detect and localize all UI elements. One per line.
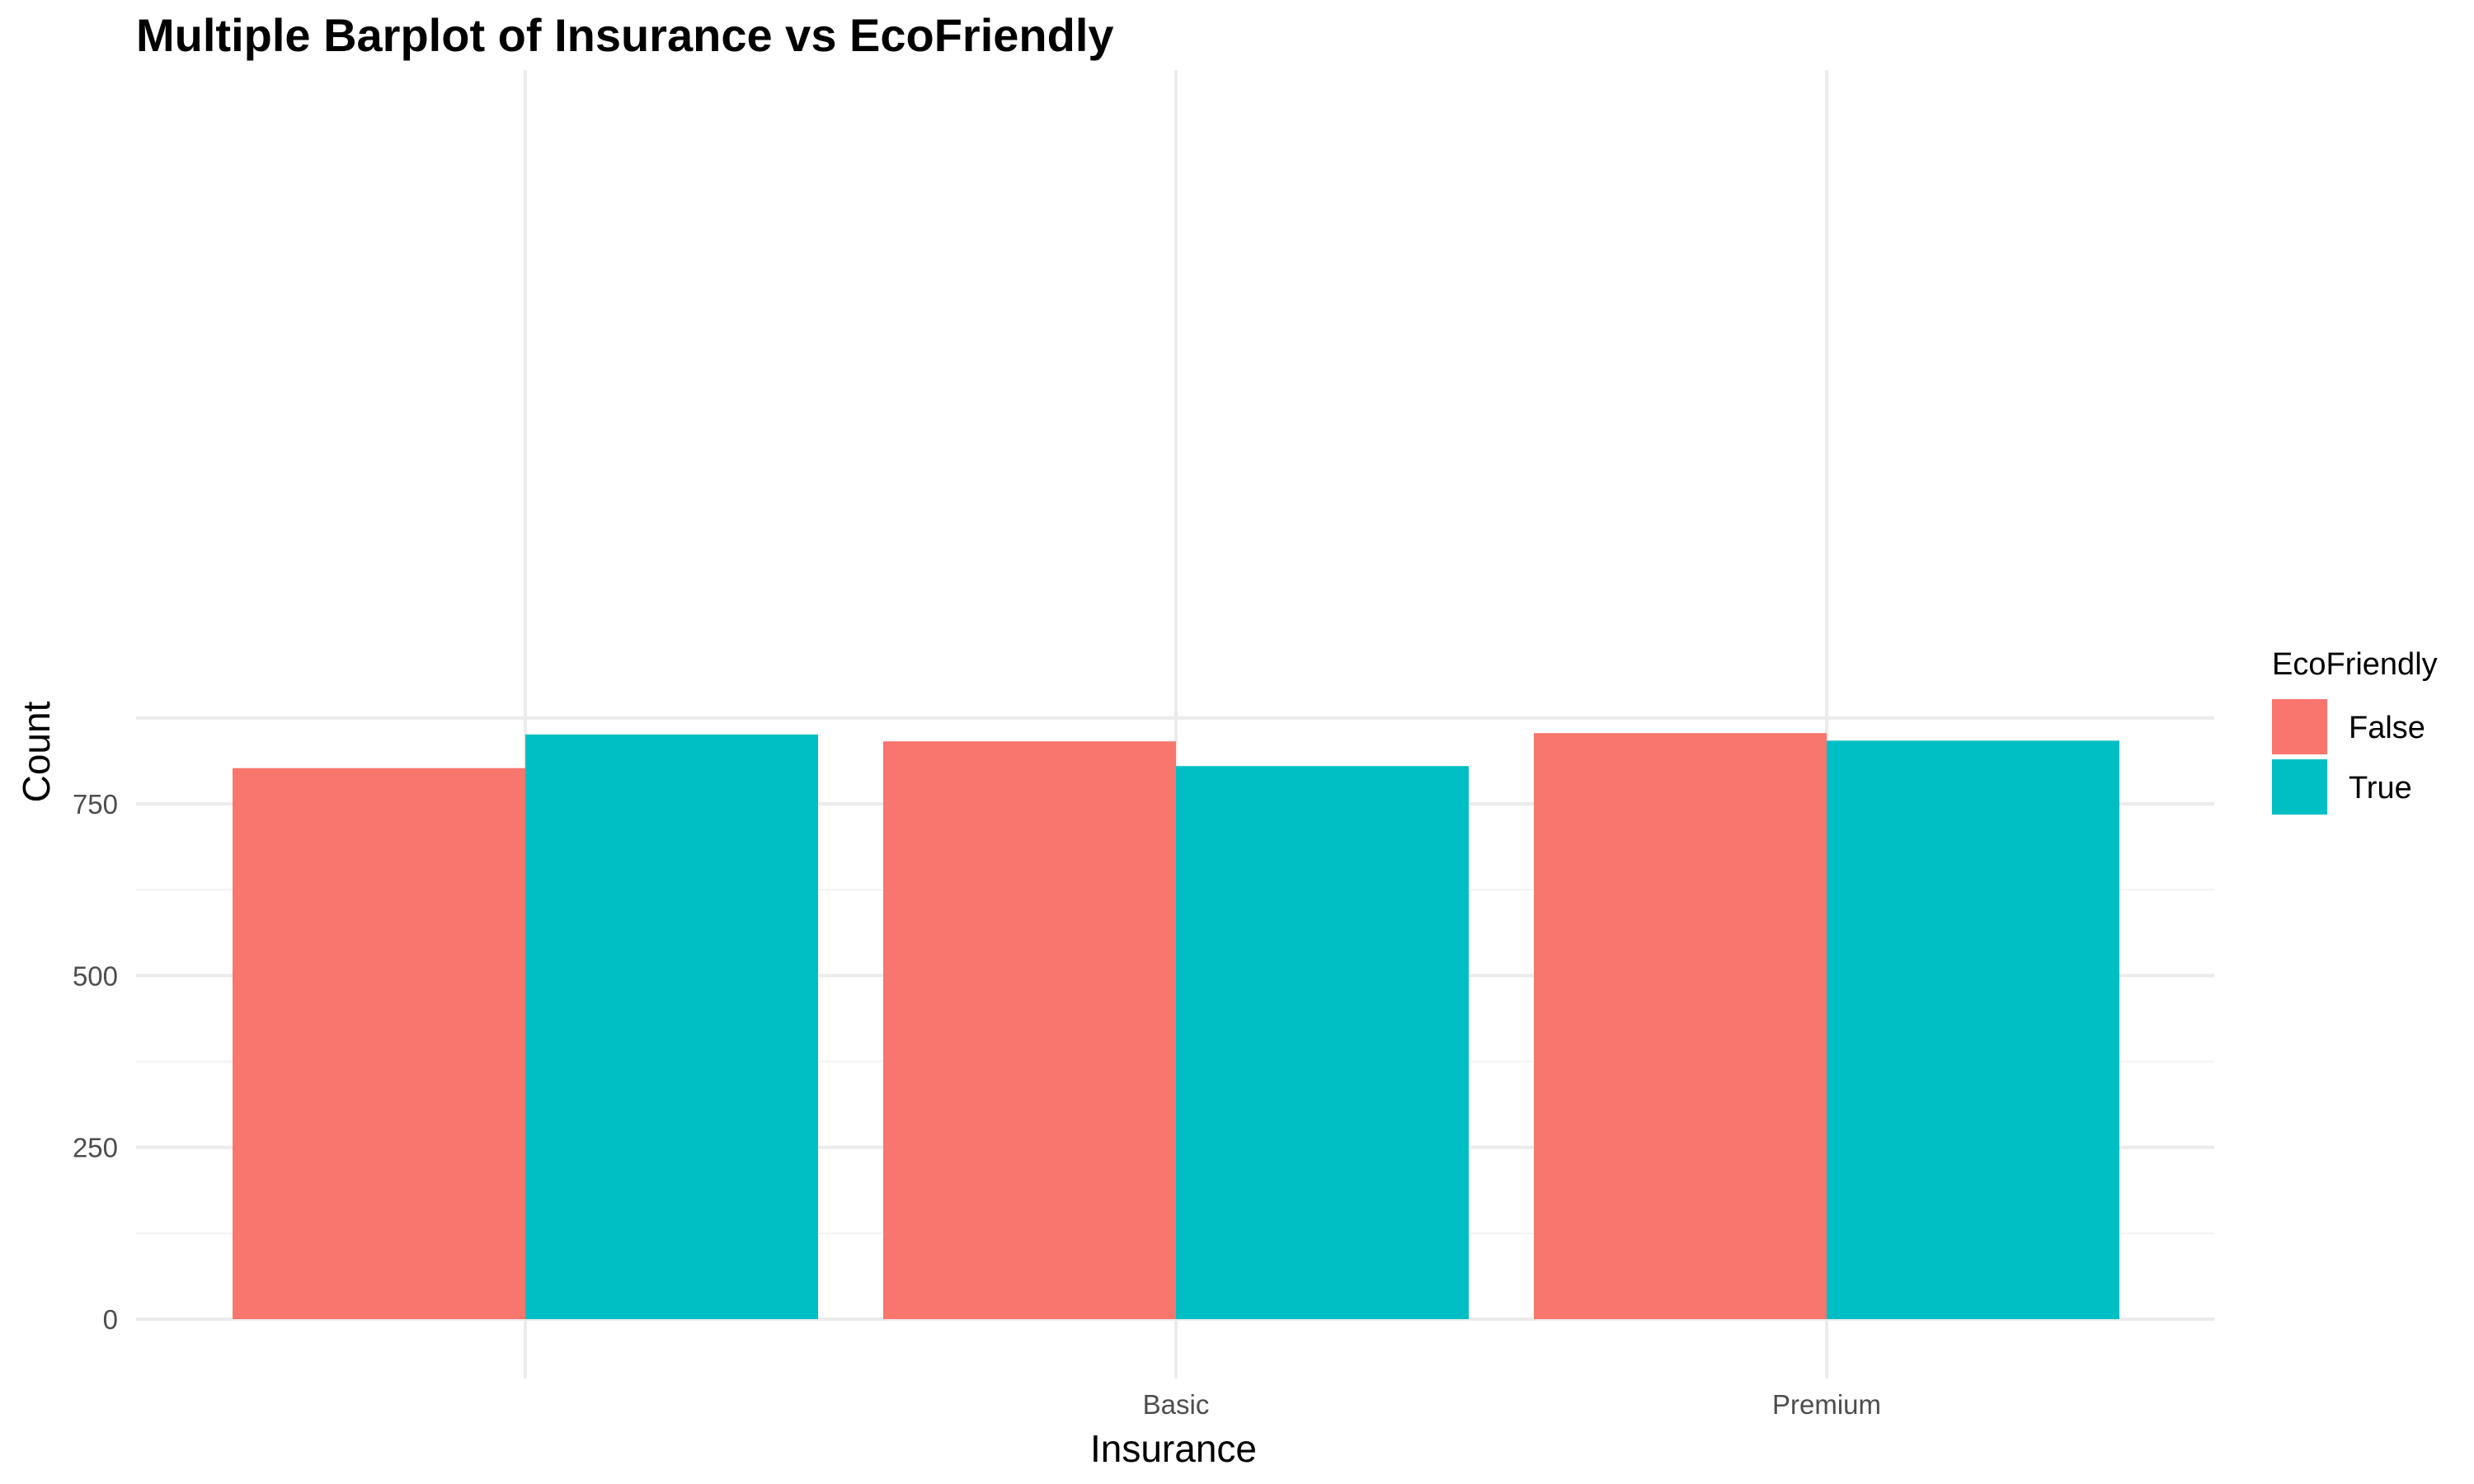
x-axis-title: Insurance xyxy=(1090,1427,1257,1470)
legend: EcoFriendly False True xyxy=(2272,647,2438,815)
y-tick-labels: 0 250 500 750 xyxy=(73,789,118,1335)
legend-label-false: False xyxy=(2349,711,2425,745)
x-tick-label: Basic xyxy=(1143,1389,1210,1420)
y-tick-label: 250 xyxy=(73,1133,118,1163)
bar-true-blank xyxy=(525,734,818,1319)
y-tick-label: 0 xyxy=(103,1304,118,1335)
y-tick-label: 500 xyxy=(73,960,118,991)
y-tick-label: 750 xyxy=(73,789,118,819)
x-tick-label: Premium xyxy=(1772,1389,1881,1420)
bar-true-premium xyxy=(1827,740,2119,1319)
bar-true-basic xyxy=(1176,766,1469,1319)
legend-items: False True xyxy=(2272,699,2425,815)
x-tick-labels: Basic Premium xyxy=(1143,1389,1881,1420)
bar-false-blank xyxy=(233,768,525,1319)
bar-false-basic xyxy=(883,741,1176,1319)
legend-title: EcoFriendly xyxy=(2272,647,2438,682)
legend-label-true: True xyxy=(2349,771,2412,805)
legend-key-true xyxy=(2272,759,2327,815)
chart-title: Multiple Barplot of Insurance vs EcoFrie… xyxy=(136,9,1114,61)
y-axis-title: Count xyxy=(15,701,58,802)
bar-false-premium xyxy=(1534,733,1827,1319)
bars xyxy=(233,733,2119,1319)
legend-key-false xyxy=(2272,699,2327,754)
